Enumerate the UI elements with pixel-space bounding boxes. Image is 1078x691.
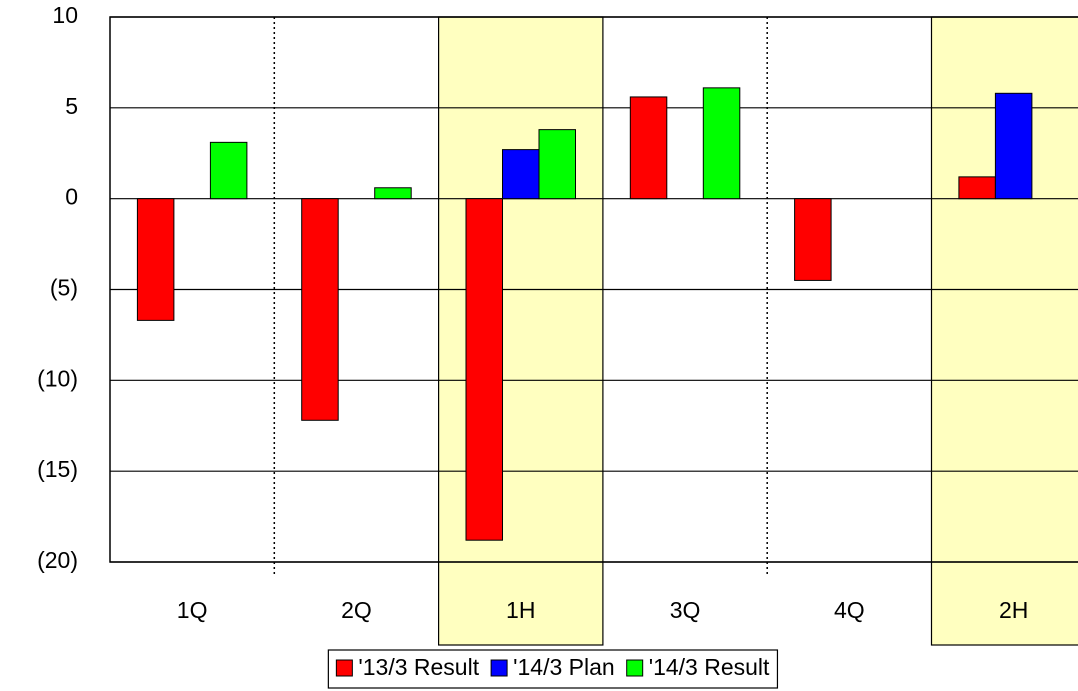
legend-swatch <box>490 659 508 677</box>
legend-label: '14/3 Plan <box>513 654 615 680</box>
x-tick-label: 2H <box>999 597 1028 623</box>
plot-frame <box>109 16 1078 563</box>
bar <box>136 198 175 321</box>
legend-swatch <box>335 659 353 677</box>
y-tick-label: 10 <box>52 2 78 28</box>
legend-frame <box>327 649 779 689</box>
legend-label: '13/3 Result <box>358 654 479 680</box>
bar <box>794 198 832 281</box>
x-tick-label: 1H <box>506 597 535 623</box>
y-tick-label: 0 <box>65 184 78 210</box>
bar <box>301 198 339 421</box>
bar <box>994 92 1033 200</box>
x-tick-label: 4Q <box>834 597 865 623</box>
legend-swatch <box>626 659 644 677</box>
y-tick-label: (15) <box>37 456 78 482</box>
legend-label: '14/3 Result <box>649 654 770 680</box>
highlight-band <box>438 16 604 646</box>
x-tick-label: 2Q <box>341 597 372 623</box>
bar <box>629 96 668 200</box>
bar <box>702 87 741 200</box>
bar <box>958 176 996 200</box>
y-tick-label: (20) <box>37 547 78 573</box>
y-tick-label: (10) <box>37 365 78 391</box>
bar <box>538 129 576 200</box>
bar <box>209 141 248 200</box>
x-tick-label: 1Q <box>177 597 208 623</box>
bar <box>374 187 412 200</box>
y-tick-label: 5 <box>65 93 78 119</box>
legend: '13/3 Result '14/3 Plan '14/3 Result <box>327 649 779 689</box>
y-tick-label: (5) <box>50 275 78 301</box>
bar <box>465 198 503 541</box>
bar <box>502 149 540 200</box>
x-tick-label: 3Q <box>670 597 701 623</box>
